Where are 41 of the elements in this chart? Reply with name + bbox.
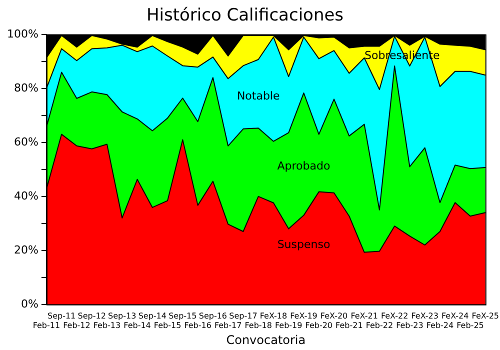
- x-tick-label: Feb-13: [93, 320, 121, 330]
- x-axis-title: Convocatoria: [226, 332, 306, 347]
- x-tick-label: Feb-25: [456, 320, 484, 330]
- y-tick-label: 60%: [14, 135, 38, 148]
- x-tick-label: Sep-11: [48, 311, 76, 320]
- series-label: Notable: [236, 89, 280, 102]
- x-tick-label: Sep-16: [198, 311, 228, 320]
- x-tick-label: FeX-21: [350, 311, 378, 320]
- y-tick-label: 0%: [20, 297, 38, 310]
- x-tick-label: Sep-17: [229, 311, 258, 320]
- y-tick-label: 80%: [14, 81, 38, 94]
- series-label: Suspenso: [277, 238, 330, 251]
- x-tick-label: Sep-14: [138, 311, 166, 320]
- y-tick-label: 100%: [6, 27, 38, 40]
- x-tick-label: Feb-20: [305, 320, 333, 330]
- x-tick-label: Feb-11: [32, 320, 60, 330]
- x-tick-label: Feb-23: [396, 320, 424, 330]
- y-tick-label: 40%: [14, 189, 38, 202]
- y-tick-label: 20%: [14, 243, 38, 256]
- x-tick-label: FeX-19: [290, 311, 318, 320]
- x-tick-label: Feb-16: [184, 320, 212, 330]
- x-tick-label: FeX-23: [411, 311, 438, 320]
- x-tick-label: Feb-12: [63, 320, 90, 330]
- x-tick-label: Feb-17: [214, 320, 242, 330]
- x-tick-label: Feb-19: [275, 320, 302, 330]
- series-label: Aprobado: [277, 160, 330, 173]
- x-tick-label: FeX-18: [260, 311, 288, 320]
- x-tick-label: Feb-24: [426, 320, 454, 330]
- chart-title: Histórico Calificaciones: [146, 6, 344, 26]
- x-tick-label: Feb-21: [336, 320, 363, 330]
- x-tick-label: FeX-20: [320, 311, 348, 320]
- x-tick-label: Feb-14: [124, 320, 151, 330]
- x-tick-label: Feb-22: [366, 320, 394, 330]
- x-tick-label: Sep-15: [168, 311, 197, 320]
- x-tick-label: FeX-25: [472, 311, 499, 320]
- x-tick-label: Sep-13: [108, 311, 136, 320]
- x-tick-label: FeX-24: [441, 311, 469, 320]
- x-tick-label: Feb-18: [244, 320, 272, 330]
- x-tick-label: Feb-15: [154, 320, 182, 330]
- x-tick-label: FeX-22: [380, 311, 408, 320]
- x-tick-label: Sep-12: [78, 311, 106, 320]
